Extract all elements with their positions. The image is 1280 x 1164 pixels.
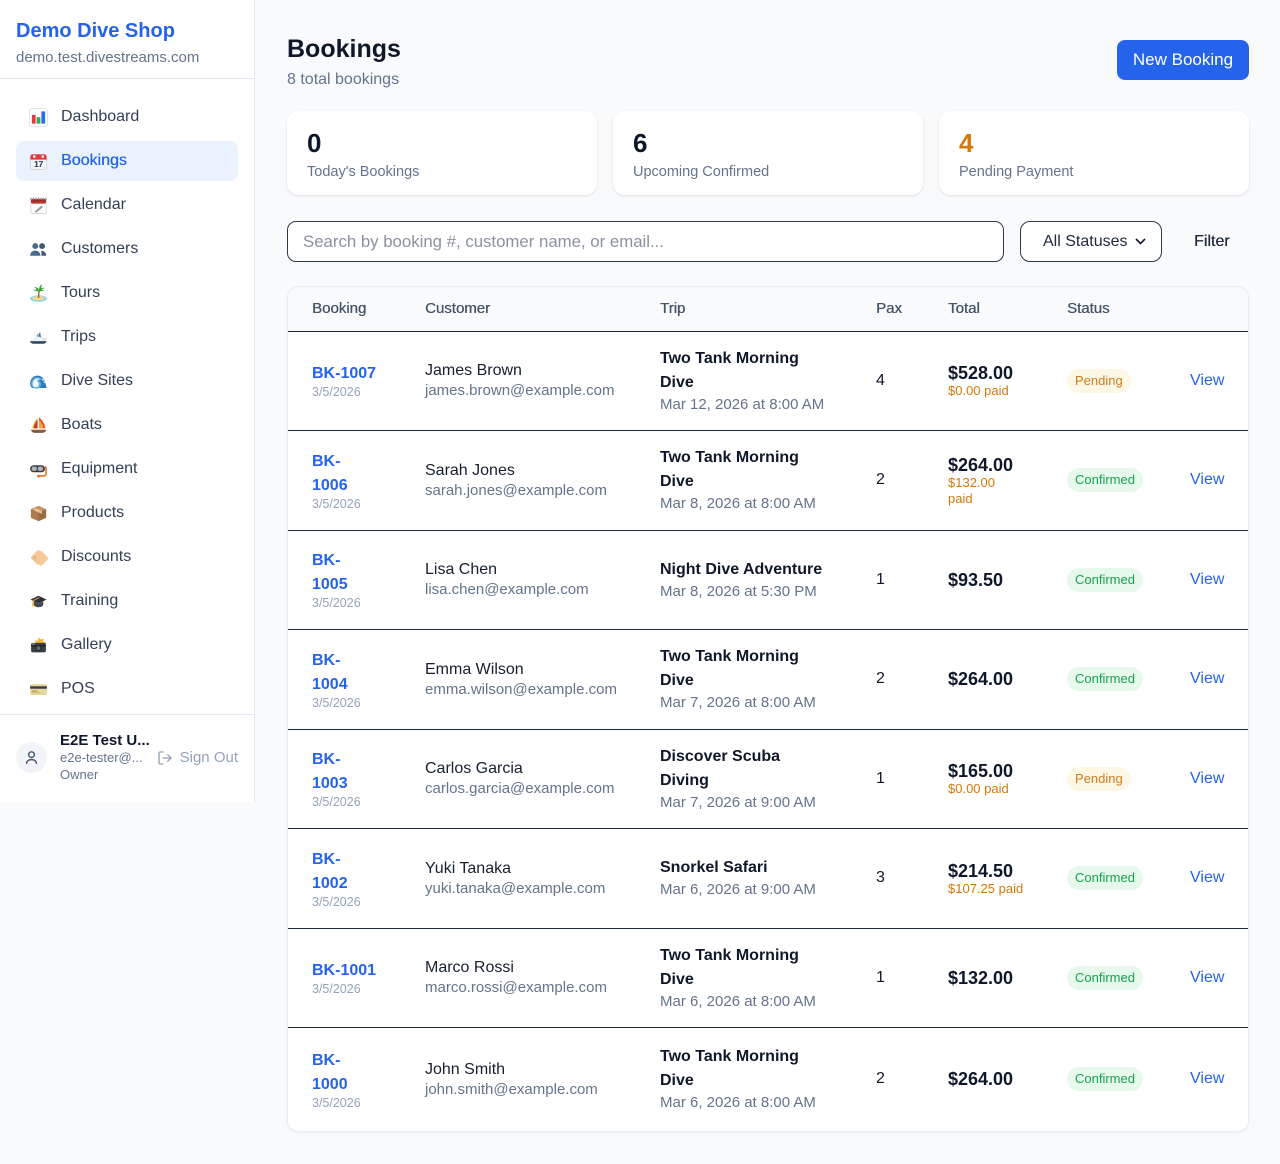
svg-text:17: 17 — [34, 160, 43, 169]
